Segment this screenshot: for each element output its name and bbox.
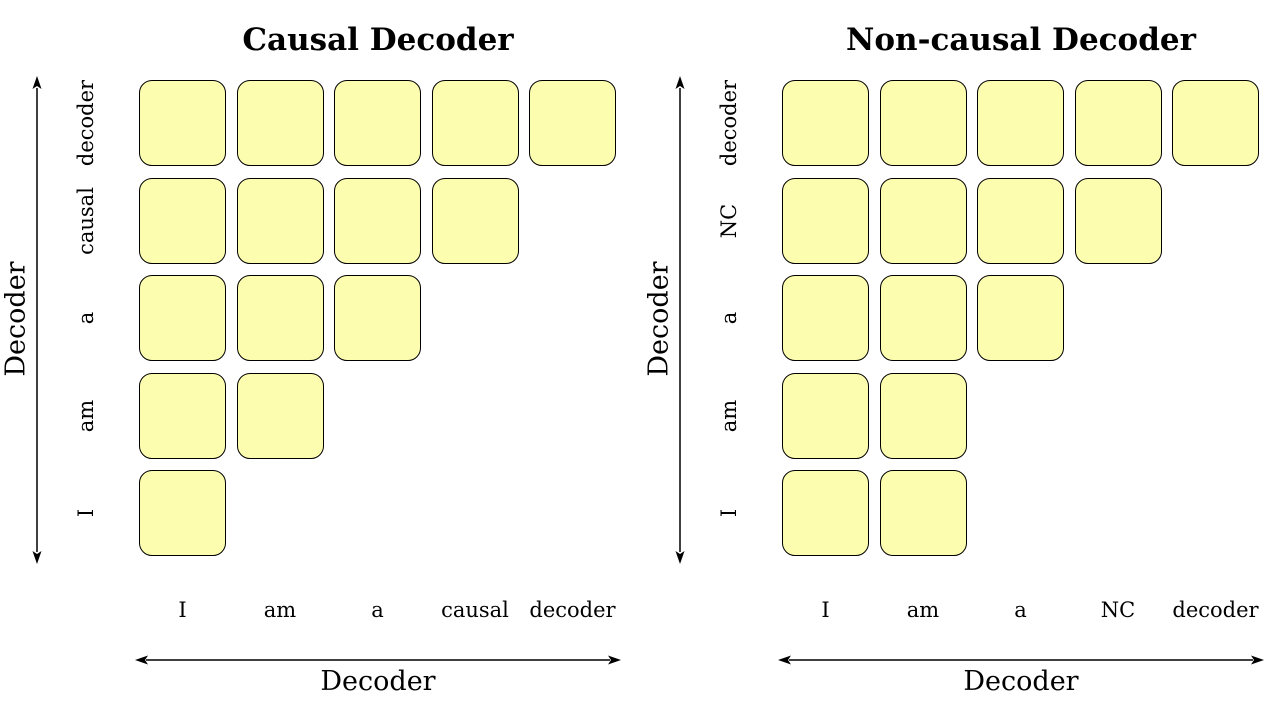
attention-cell: [236, 372, 324, 459]
attention-cell: [139, 372, 226, 459]
attention-cell: [1074, 177, 1162, 264]
vertical-arrow-head-down: [32, 551, 42, 564]
axis-arrows: [32, 76, 621, 665]
attention-cell: [139, 80, 226, 166]
column-token-label: NC: [1100, 598, 1136, 622]
attention-cell: [782, 275, 869, 361]
column-token-label: I: [178, 598, 187, 622]
horizontal-arrow-head-right: [608, 655, 621, 665]
column-token-label: causal: [441, 598, 509, 622]
column-token-label: am: [906, 598, 940, 622]
attention-cell: [431, 177, 519, 264]
panel-title: Causal Decoder: [242, 22, 514, 58]
attention-cell: [782, 177, 869, 264]
attention-cell: [879, 372, 967, 459]
attention-cell: [879, 470, 967, 556]
attention-cell: [977, 275, 1064, 361]
attention-cell: [236, 177, 324, 264]
horizontal-arrow-head-right: [1251, 655, 1264, 665]
panel-title: Non-causal Decoder: [846, 22, 1196, 58]
vertical-arrow-head-down: [675, 551, 685, 564]
attention-cell: [139, 470, 226, 556]
horizontal-arrow-head-left: [135, 655, 148, 665]
column-token-label: a: [1014, 598, 1027, 622]
attention-cell: [139, 275, 226, 361]
attention-cell: [334, 80, 421, 166]
attention-cell: [529, 80, 616, 166]
horizontal-arrow-head-left: [778, 655, 791, 665]
attention-cell: [236, 275, 324, 361]
vertical-arrow-head-up: [32, 76, 42, 89]
column-token-label: I: [821, 598, 830, 622]
attention-cell: [334, 177, 421, 264]
attention-cell: [1172, 80, 1259, 166]
attention-cell: [1074, 80, 1162, 166]
column-token-label: decoder: [529, 598, 616, 622]
attention-cell: [879, 177, 967, 264]
column-token-label: a: [371, 598, 384, 622]
attention-cell: [782, 372, 869, 459]
x-axis-title: Decoder: [320, 666, 436, 697]
y-axis-title-text: Decoder: [643, 261, 675, 377]
attention-cell: [782, 470, 869, 556]
attention-cell: [879, 80, 967, 166]
attention-cell: [977, 177, 1064, 264]
attention-cell: [879, 275, 967, 361]
attention-cell: [977, 80, 1064, 166]
attention-cell: [236, 80, 324, 166]
column-token-label: decoder: [1172, 598, 1259, 622]
y-axis-title-text: Decoder: [0, 261, 32, 377]
column-token-label: am: [263, 598, 297, 622]
vertical-arrow-head-up: [675, 76, 685, 89]
x-axis-title: Decoder: [963, 666, 1079, 697]
attention-cell: [334, 275, 421, 361]
axis-arrows: [675, 76, 1264, 665]
attention-cell: [139, 177, 226, 264]
attention-cell: [782, 80, 869, 166]
attention-cell: [431, 80, 519, 166]
